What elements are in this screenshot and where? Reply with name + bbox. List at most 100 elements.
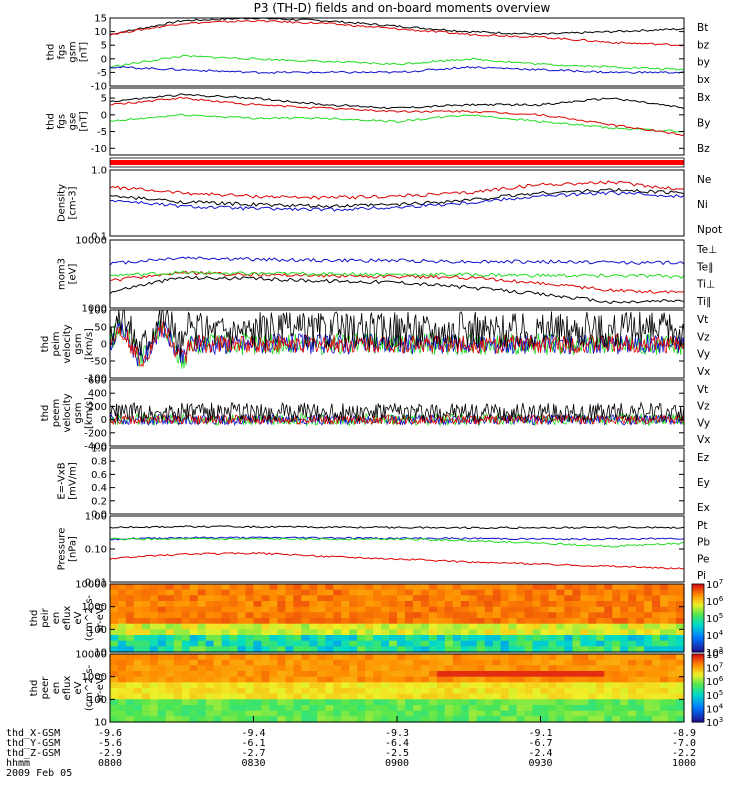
heat-cell — [389, 595, 398, 602]
heat-cell — [468, 682, 478, 689]
heat-cell — [604, 716, 613, 723]
heat-cell — [197, 699, 207, 706]
heat-cell — [197, 618, 207, 625]
heat-cell — [261, 646, 271, 653]
heat-cell — [253, 659, 263, 666]
heat-cell — [213, 606, 223, 613]
heat-cell — [381, 705, 390, 712]
heat-cell — [508, 682, 518, 689]
heat-cell — [189, 589, 199, 596]
heat-cell — [229, 606, 239, 613]
colorbar-cell — [692, 656, 704, 660]
heat-cell — [397, 682, 406, 689]
heat-cell — [381, 693, 390, 700]
colorbar-tick-label: 107 — [706, 662, 723, 675]
heat-cell — [668, 659, 677, 666]
heat-cell — [397, 646, 406, 653]
heat-cell — [133, 682, 143, 689]
heat-cell — [317, 606, 326, 613]
heat-cell — [181, 693, 191, 700]
heat-cell — [173, 654, 183, 661]
heat-cell — [452, 629, 462, 636]
heat-cell — [405, 716, 414, 723]
heat-cell — [181, 676, 191, 683]
colorbar-cell — [692, 604, 704, 608]
heat-cell — [277, 699, 286, 706]
heat-cell — [636, 646, 645, 653]
heat-cell — [556, 635, 565, 642]
heat-cell — [588, 659, 597, 666]
heat-cell — [460, 618, 470, 625]
heat-cell — [261, 601, 271, 608]
heat-cell — [197, 629, 207, 636]
heat-cell — [628, 654, 637, 661]
heat-cell — [460, 659, 470, 666]
heat-cell — [133, 589, 143, 596]
heat-cell — [444, 710, 454, 717]
heat-cell — [341, 699, 350, 706]
heat-cell — [492, 705, 502, 712]
heat-cell — [197, 623, 207, 630]
heat-cell — [596, 618, 605, 625]
y-tick-label: 5 — [101, 94, 107, 105]
heat-cell — [229, 699, 239, 706]
heat-cell — [165, 710, 175, 717]
heat-cell — [269, 629, 278, 636]
y-tick-label: 10 — [94, 648, 107, 659]
colorbar-cell — [692, 608, 704, 612]
heat-cell — [189, 716, 199, 723]
heat-cell — [484, 665, 494, 672]
heat-cell — [197, 589, 207, 596]
heat-cell — [333, 589, 342, 596]
heat-cell — [245, 705, 255, 712]
heat-cell — [540, 601, 550, 608]
heat-cell — [349, 665, 358, 672]
heat-cell — [420, 595, 430, 602]
heat-cell — [197, 601, 207, 608]
y-tick-label: 0.0 — [91, 510, 107, 521]
heat-cell — [229, 601, 239, 608]
heat-cell — [508, 693, 518, 700]
heat-cell — [588, 699, 597, 706]
heat-cell — [596, 682, 605, 689]
heat-cell — [436, 629, 446, 636]
heat-cell — [181, 584, 191, 591]
heat-cell — [436, 705, 446, 712]
heat-cell — [333, 601, 342, 608]
heat-cell — [508, 699, 518, 706]
heat-cell — [460, 693, 470, 700]
heat-cell — [628, 693, 637, 700]
heat-cell — [141, 676, 151, 683]
colorbar-cell — [692, 715, 704, 719]
heat-cell — [213, 716, 223, 723]
heat-cell — [118, 665, 127, 672]
heat-cell — [636, 635, 645, 642]
heat-cell — [118, 612, 127, 619]
heat-cell — [301, 595, 310, 602]
heat-cell — [381, 682, 390, 689]
footer-row-label: thd_Z-GSM — [6, 748, 60, 759]
heat-cell — [444, 665, 454, 672]
heat-cell — [309, 589, 318, 596]
heat-cell — [253, 601, 263, 608]
heat-cell — [556, 693, 565, 700]
heat-cell — [277, 584, 286, 591]
heat-cell — [460, 606, 470, 613]
heat-cell — [516, 601, 526, 608]
y-axis-label: [nT] — [79, 42, 90, 62]
footer-value: -2.4 — [528, 748, 552, 759]
footer-value: -2.7 — [241, 748, 265, 759]
heat-cell — [110, 659, 119, 666]
heat-cell — [636, 716, 645, 723]
heat-cell — [293, 659, 302, 666]
legend-item: Ex — [697, 502, 710, 514]
heat-cell — [516, 710, 526, 717]
heat-cell — [301, 584, 310, 591]
heat-cell — [341, 595, 350, 602]
y-tick-label: 50 — [94, 323, 107, 334]
heat-cell — [452, 659, 462, 666]
heat-cell — [141, 635, 151, 642]
colorbar-cell — [692, 676, 704, 680]
heat-cell — [309, 693, 318, 700]
legend-item: By — [697, 118, 710, 130]
